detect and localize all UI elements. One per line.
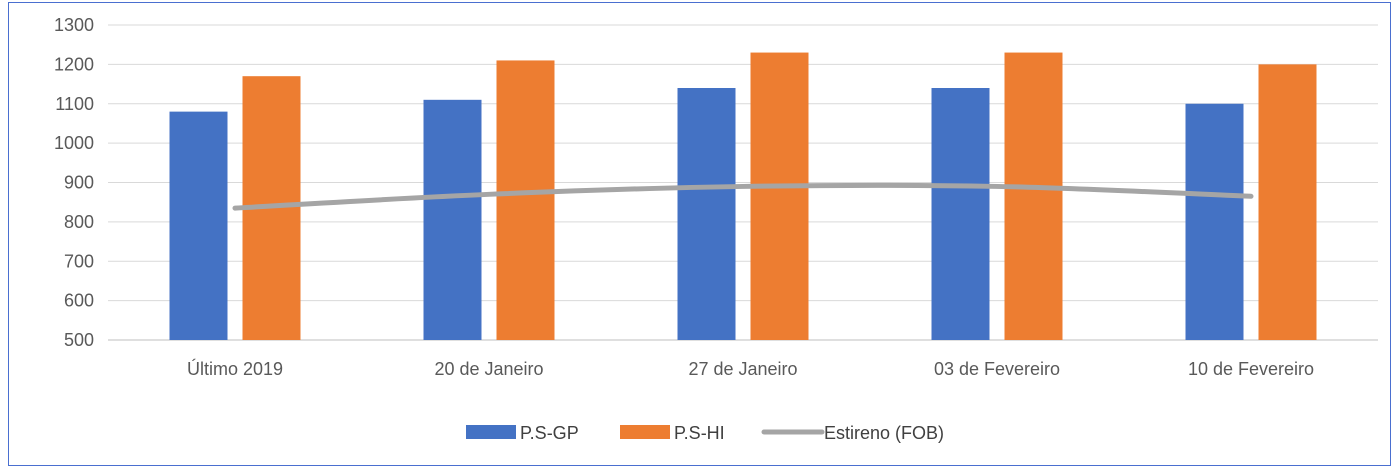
y-tick-label-700: 700 (64, 251, 94, 271)
y-tick-label-600: 600 (64, 291, 94, 311)
legend-label-estireno-fob: Estireno (FOB) (824, 423, 944, 443)
legend-swatch-p-s-gp (466, 425, 516, 439)
line-series (232, 182, 1254, 211)
x-category-label-4: 10 de Fevereiro (1188, 359, 1314, 379)
y-tick-label-1100: 1100 (55, 94, 94, 114)
y-tick-label-1200: 1200 (54, 54, 94, 74)
y-tick-label-1300: 1300 (54, 15, 94, 35)
legend: P.S-GP P.S-HI Estireno (FOB) (466, 423, 944, 443)
y-axis-ticks: 500 600 700 800 900 1000 1100 1200 1300 (54, 15, 94, 350)
x-category-label-2: 27 de Janeiro (688, 359, 797, 379)
bar-p-s-gp-2 (677, 88, 736, 340)
y-tick-label-800: 800 (64, 212, 94, 232)
x-category-label-0: Último 2019 (187, 358, 283, 379)
gridlines (108, 24, 1378, 341)
y-tick-label-900: 900 (64, 173, 94, 193)
y-tick-label-500: 500 (64, 330, 94, 350)
bar-p-s-gp-3 (931, 88, 990, 340)
bar-p-s-hi-2 (750, 52, 809, 340)
legend-label-p-s-gp: P.S-GP (520, 423, 579, 443)
bar-p-s-hi-3 (1004, 52, 1063, 340)
x-category-label-1: 20 de Janeiro (434, 359, 543, 379)
bar-p-s-gp-0 (169, 111, 228, 340)
y-tick-label-1000: 1000 (54, 133, 94, 153)
bars (169, 52, 1317, 340)
line-estireno-fob (232, 182, 1254, 211)
x-axis-categories: Último 2019 20 de Janeiro 27 de Janeiro 03 … (187, 358, 1314, 379)
bar-p-s-hi-1 (496, 60, 555, 340)
legend-label-p-s-hi: P.S-HI (674, 423, 725, 443)
legend-swatch-p-s-hi (620, 425, 670, 439)
bar-p-s-hi-4 (1258, 64, 1317, 340)
x-category-label-3: 03 de Fevereiro (934, 359, 1060, 379)
bar-p-s-gp-1 (423, 99, 482, 340)
bar-p-s-gp-4 (1185, 103, 1244, 340)
